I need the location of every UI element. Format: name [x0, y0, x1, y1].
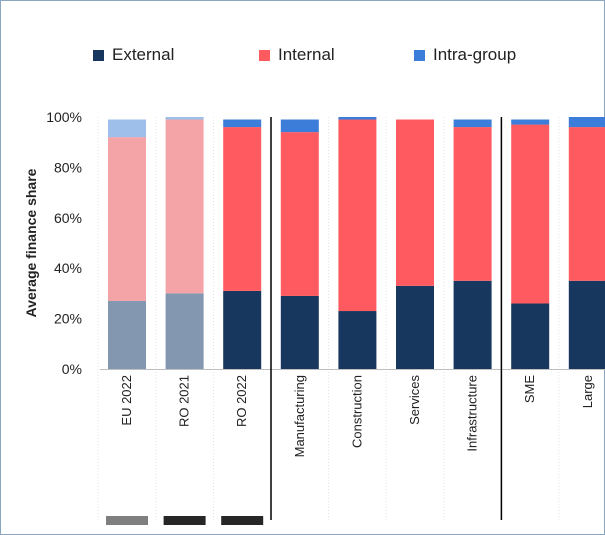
legend-swatch-external [93, 49, 104, 61]
bar-construction-internal [338, 119, 377, 312]
bottom-marker-eu-2022 [106, 516, 148, 525]
bar-eu-2022-internal [108, 137, 146, 301]
legend-swatch-intra-group [414, 49, 425, 61]
legend-item-external: External [93, 45, 174, 65]
bar-sme-intra-group [511, 119, 550, 125]
bar-ro-2022-external [223, 290, 262, 369]
y-tick-label: 40% [54, 260, 82, 276]
bar-ro-2021-internal [165, 119, 204, 294]
bar-infrastructure-internal [453, 127, 492, 281]
bar-ro-2022-internal [223, 127, 262, 291]
bar-manufacturing-external [280, 295, 319, 369]
x-tick-label: Services [407, 375, 422, 425]
x-tick-label: Infrastructure [465, 375, 480, 452]
bar-manufacturing-internal [280, 132, 319, 296]
x-tick-label: RO 2022 [234, 375, 249, 427]
bar-construction-external [338, 311, 377, 369]
bar-infrastructure-intra-group [453, 119, 492, 128]
y-tick-label: 100% [46, 109, 82, 125]
bar-ro-2021-external [165, 293, 204, 369]
bar-ro-2021-intra-group [165, 117, 204, 120]
bar-services-internal [396, 119, 434, 286]
legend-item-intra-group: Intra-group [414, 45, 516, 65]
x-tick-label: Manufacturing [292, 375, 307, 457]
y-tick-label: 80% [54, 159, 82, 175]
bar-services-external [396, 285, 434, 369]
bar-manufacturing-intra-group [280, 119, 319, 133]
legend-label-internal: Internal [278, 45, 335, 64]
bar-large-intra-group [568, 117, 605, 128]
bottom-marker-ro-2022 [221, 516, 264, 525]
bar-large-internal [568, 127, 605, 281]
y-axis-title: Average finance share [23, 168, 39, 317]
x-tick-label: SME [522, 375, 537, 404]
bar-infrastructure-external [453, 280, 492, 369]
y-tick-label: 0% [62, 361, 82, 377]
bar-construction-intra-group [338, 117, 377, 120]
bar-eu-2022-intra-group [108, 119, 146, 138]
legend-swatch-internal [259, 49, 270, 61]
x-tick-label: EU 2022 [119, 375, 134, 426]
x-tick-label: Large [580, 375, 595, 408]
x-tick-label: RO 2021 [177, 375, 192, 427]
bar-sme-external [511, 303, 550, 369]
legend-label-intra-group: Intra-group [433, 45, 517, 64]
y-tick-label: 20% [54, 311, 82, 327]
bar-sme-internal [511, 124, 550, 304]
y-tick-label: 60% [54, 210, 82, 226]
bar-ro-2022-intra-group [223, 119, 262, 128]
legend-label-external: External [112, 45, 175, 64]
bottom-marker-ro-2021 [163, 516, 206, 525]
legend-item-internal: Internal [259, 45, 335, 65]
bar-large-external [568, 280, 605, 369]
bar-eu-2022-external [108, 300, 146, 369]
x-tick-label: Construction [349, 375, 364, 448]
